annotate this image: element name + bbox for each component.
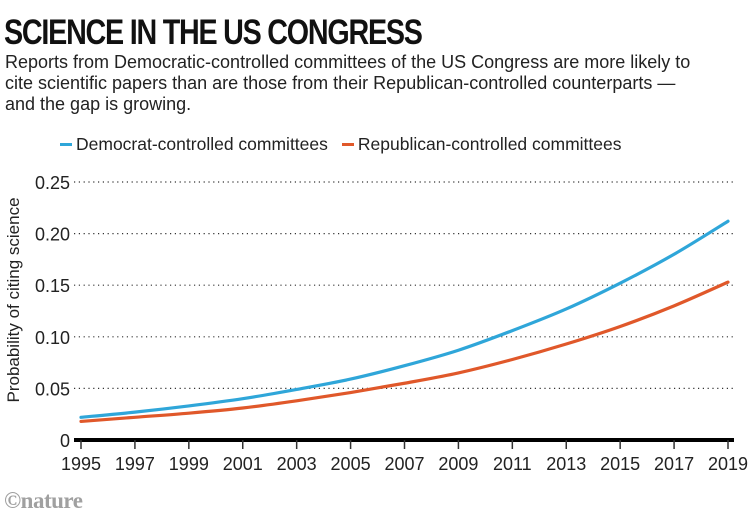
y-tick-label: 0.25 bbox=[35, 173, 70, 193]
x-tick-label: 2019 bbox=[708, 454, 748, 474]
x-tick-label: 2013 bbox=[546, 454, 586, 474]
legend-item-republican: Republican-controlled committees bbox=[341, 134, 622, 155]
nature-credit-logo: ©nature bbox=[4, 488, 83, 513]
legend-label-democrat: Democrat-controlled committees bbox=[76, 134, 328, 154]
series-line-democrat bbox=[79, 219, 730, 419]
x-tick-label: 2015 bbox=[600, 454, 640, 474]
legend: Democrat-controlled committees Republica… bbox=[60, 134, 635, 155]
y-tick-label: 0.05 bbox=[35, 379, 70, 399]
series-lines bbox=[79, 219, 730, 424]
x-axis: 1995 1997 1999 2001 2003 2005 2007 2009 2011 2013… bbox=[61, 438, 748, 474]
legend-item-democrat: Democrat-controlled committees bbox=[60, 134, 328, 155]
x-tick-label: 1999 bbox=[169, 454, 209, 474]
y-axis-label: Probability of citing science bbox=[4, 197, 23, 402]
chart-subtitle: Reports from Democratic-controlled commi… bbox=[5, 52, 691, 114]
x-tick-label: 2001 bbox=[223, 454, 263, 474]
series-line-republican bbox=[79, 280, 730, 424]
gridlines bbox=[74, 181, 734, 389]
x-tick-label: 2003 bbox=[277, 454, 317, 474]
y-tick-label: 0.15 bbox=[35, 276, 70, 296]
x-tick-label: 2005 bbox=[331, 454, 371, 474]
y-tick-label: 0.10 bbox=[35, 328, 70, 348]
y-tick-label: 0 bbox=[60, 431, 70, 451]
chart-title: SCIENCE IN THE US CONGRESS bbox=[4, 13, 423, 52]
legend-swatch-republican bbox=[341, 143, 354, 146]
x-tick-label: 2011 bbox=[493, 454, 532, 474]
legend-swatch-democrat bbox=[60, 143, 72, 146]
x-tick-label: 1997 bbox=[115, 454, 155, 474]
y-tick-label: 0.20 bbox=[35, 225, 70, 245]
legend-label-republican: Republican-controlled committees bbox=[357, 134, 622, 154]
x-tick-label: 2007 bbox=[384, 454, 424, 474]
x-tick-label: 2009 bbox=[438, 454, 478, 474]
y-tick-labels: 0 0.05 0.10 0.15 0.20 0.25 bbox=[35, 173, 70, 451]
x-tick-label: 1995 bbox=[61, 454, 101, 474]
x-tick-label: 2017 bbox=[654, 454, 694, 474]
